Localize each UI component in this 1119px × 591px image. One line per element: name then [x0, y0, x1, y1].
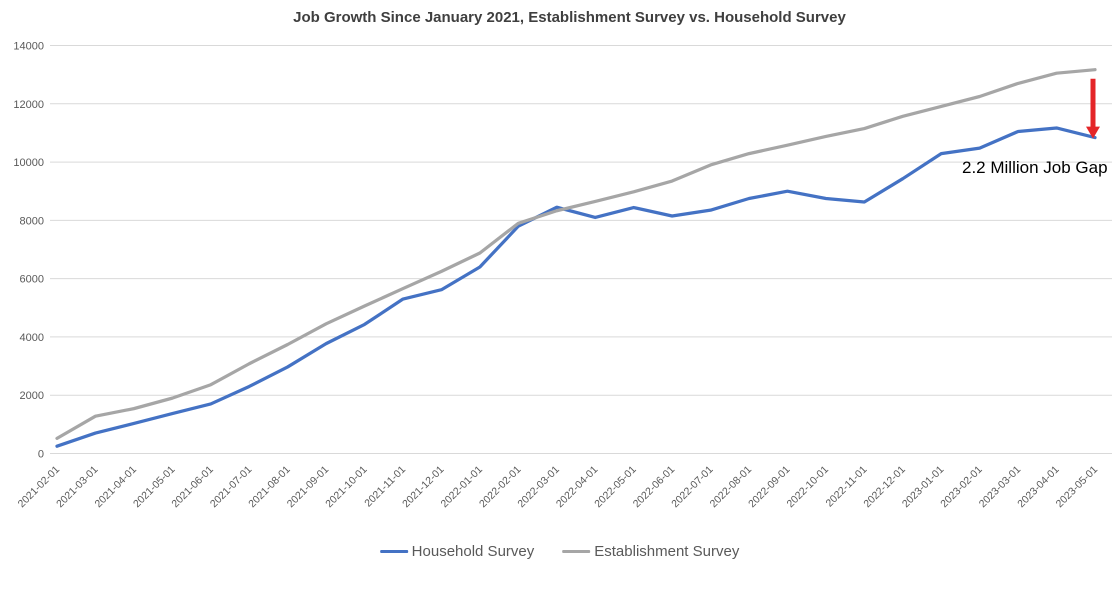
legend-swatch-establishment: [562, 550, 591, 553]
series-line-establishment-survey: [55, 68, 1097, 440]
series-line-household-survey: [55, 126, 1097, 448]
legend: Household Survey Establishment Survey: [379, 543, 739, 560]
y-axis-tick-label: 10000: [13, 157, 44, 169]
y-axis-tick-label: 0: [38, 449, 44, 461]
legend-label-household: Household Survey: [411, 543, 535, 560]
legend-label-establishment: Establishment Survey: [594, 543, 740, 560]
y-axis-tick-label: 6000: [20, 274, 44, 286]
legend-item-establishment: Establishment Survey: [562, 543, 739, 560]
gap-arrow-head-icon: [1086, 126, 1100, 139]
chart-title: Job Growth Since January 2021, Establish…: [293, 9, 846, 26]
x-axis-tick-label: 2023-05-01: [1054, 464, 1101, 511]
y-axis-tick-label: 8000: [20, 215, 44, 227]
x-axis-tick-label: 2021-10-01: [323, 464, 370, 511]
y-axis-tick-label: 2000: [20, 390, 44, 402]
y-axis-tick-label: 14000: [13, 41, 44, 53]
legend-swatch-household: [379, 550, 408, 553]
gap-annotation-label: 2.2 Million Job Gap: [962, 158, 1108, 177]
y-axis-tick-label: 12000: [13, 99, 44, 111]
y-axis-tick-label: 4000: [20, 332, 44, 344]
legend-item-household: Household Survey: [379, 543, 535, 560]
x-axis-tick-label: 2022-10-01: [785, 464, 832, 511]
